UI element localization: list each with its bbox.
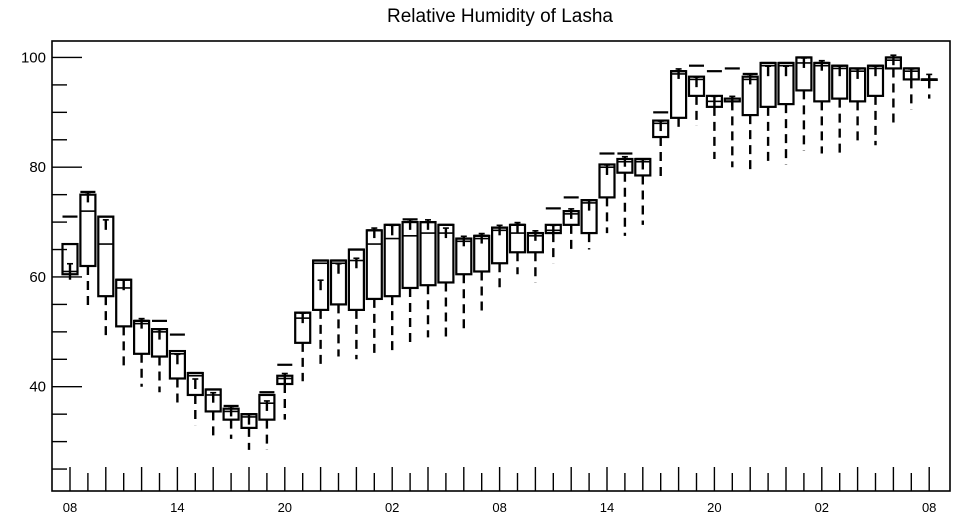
box-iqr <box>79 193 97 268</box>
plot-frame <box>51 40 951 492</box>
x-tick-label: 08 <box>492 500 506 515</box>
box-series <box>61 54 938 450</box>
x-tick-label: 08 <box>922 500 936 515</box>
box-iqr <box>97 215 115 298</box>
y-tick-label: 100 <box>21 49 46 66</box>
x-tick-label: 20 <box>707 500 721 515</box>
box-iqr <box>777 61 795 106</box>
box-iqr <box>329 259 348 306</box>
box-iqr <box>258 393 276 421</box>
y-tick-label: 60 <box>29 269 46 286</box>
x-tick-label: 08 <box>63 500 77 515</box>
axis-ticks: 40 60 80 100 08 14 20 02 08 14 20 02 08 <box>21 49 936 515</box>
x-tick-label: 02 <box>385 500 399 515</box>
x-tick-label: 20 <box>278 500 292 515</box>
box-iqr <box>61 242 79 276</box>
x-tick-label: 02 <box>815 500 829 515</box>
box-iqr <box>186 371 204 397</box>
box-iqr <box>437 223 455 284</box>
box-iqr <box>347 248 365 312</box>
box-iqr <box>383 223 401 298</box>
x-tick-label: 14 <box>600 500 614 515</box>
box-iqr <box>168 349 186 380</box>
box-iqr <box>419 220 437 287</box>
box-iqr <box>365 229 383 301</box>
chart-title: Relative Humidity of Lasha <box>387 6 613 27</box>
box-iqr <box>401 220 419 290</box>
y-tick-label: 80 <box>29 159 46 176</box>
x-tick-label: 14 <box>170 500 184 515</box>
box-iqr <box>759 61 777 108</box>
box-iqr <box>312 259 330 312</box>
y-tick-label: 40 <box>29 379 46 396</box>
box-iqr <box>204 388 222 413</box>
